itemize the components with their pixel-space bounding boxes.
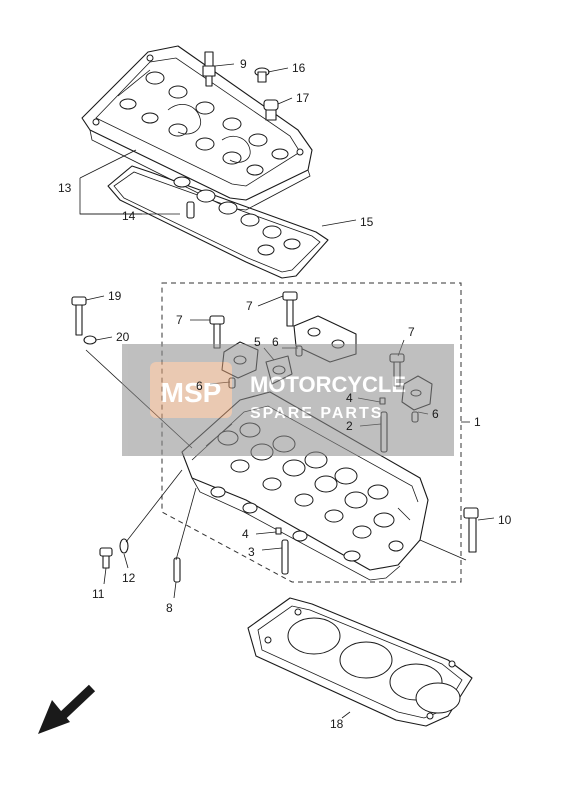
callout-7-center: 7: [246, 299, 253, 313]
watermark: MSP MOTORCYCLE SPARE PARTS: [122, 344, 454, 456]
part-19-20: [71, 296, 97, 345]
callout-2: 2: [346, 419, 353, 433]
cylinder-head-gasket: [247, 597, 473, 727]
part-17: [263, 99, 279, 121]
callout-16: 16: [292, 61, 306, 75]
callout-14: 14: [122, 209, 136, 223]
callout-15: 15: [360, 215, 374, 229]
callout-7-left: 7: [176, 313, 183, 327]
callout-1: 1: [474, 415, 481, 429]
part-16: [254, 67, 270, 83]
callout-6-right: 6: [432, 407, 439, 421]
callout-18: 18: [330, 717, 344, 731]
watermark-logo: MSP: [161, 377, 222, 408]
callout-20: 20: [116, 330, 130, 344]
callout-19: 19: [108, 289, 122, 303]
front-direction-arrow-icon: [38, 684, 96, 734]
callout-6-center: 6: [272, 335, 279, 349]
callout-13: 13: [58, 181, 72, 195]
part-8: [173, 557, 181, 583]
callout-12: 12: [122, 571, 136, 585]
callout-5: 5: [254, 335, 261, 349]
head-cover-gasket: [107, 165, 329, 279]
callout-17: 17: [296, 91, 310, 105]
part-11-12: [99, 538, 129, 569]
part-9: [202, 51, 216, 87]
watermark-line1: MOTORCYCLE: [250, 372, 406, 397]
callout-10: 10: [498, 513, 512, 527]
part-14: [186, 201, 195, 219]
watermark-line2: SPARE PARTS: [250, 405, 383, 422]
watermark-logo-badge: [150, 362, 232, 418]
callout-4-lower: 4: [242, 527, 249, 541]
watermark-band: [122, 344, 454, 456]
callout-3: 3: [248, 545, 255, 559]
callout-7-right: 7: [408, 325, 415, 339]
callout-6-left: 6: [196, 379, 203, 393]
callout-4-upper: 4: [346, 391, 353, 405]
callout-8: 8: [166, 601, 173, 615]
callout-11: 11: [92, 587, 105, 601]
callouts: 9 16 17 13 14 15 19 20 7 7 7 5 6 6 6 4 2…: [58, 57, 512, 731]
cylinder-head-cover: [81, 45, 313, 211]
part-10: [463, 507, 479, 553]
callout-9: 9: [240, 57, 247, 71]
